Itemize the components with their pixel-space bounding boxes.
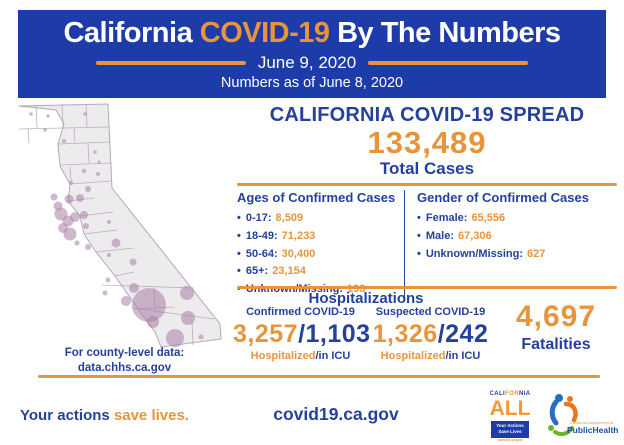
county-data-url: data.chhs.ca.gov: [77, 361, 172, 374]
bullet-icon: •: [417, 212, 421, 224]
total-cases-label: Total Cases: [379, 159, 475, 178]
fatalities-label: Fatalities: [521, 336, 591, 353]
hospitalizations-title: Hospitalizations: [308, 290, 424, 307]
bullet-icon: •: [237, 212, 241, 224]
age-item: • 65+: 23,154: [237, 263, 404, 281]
gender-value: 67,306: [457, 229, 492, 242]
age-item: • 0-17: 8,509: [237, 210, 404, 228]
divider-bottom: [38, 375, 600, 378]
age-item: • 50-64: 30,400: [237, 246, 404, 264]
bullet-icon: •: [237, 283, 241, 296]
map-caption: For county-level data: data.chhs.ca.gov: [32, 346, 217, 376]
california-state-outline: [18, 103, 222, 348]
divider-middle: [237, 286, 617, 289]
county-data-label: For county-level data:: [64, 347, 185, 359]
title-prefix: California: [63, 17, 193, 49]
gender-value: 65,556: [471, 212, 506, 224]
title-suffix: By The Numbers: [329, 17, 561, 49]
confirmed-label: Confirmed COVID-19: [246, 306, 355, 318]
confirmed-numbers: 3,257/1,103: [233, 320, 371, 348]
ca-all-url: covid19.ca.gov: [497, 437, 523, 442]
total-cases-value: 133,489: [367, 125, 487, 160]
footer-url: covid19.ca.gov: [273, 404, 399, 424]
cdph-department-text: California Department of: [570, 420, 614, 425]
confirmed-sublabel: Hospitalized/in ICU: [250, 350, 351, 362]
ages-section: Ages of Confirmed Cases • 0-17: 8,509 • 18-…: [237, 190, 404, 299]
gender-value: 627: [527, 247, 546, 260]
age-item: • 18-49: 71,233: [237, 228, 404, 246]
california-all-wordmark: CALIFORNIA: [489, 391, 531, 397]
age-label: 0-17:: [245, 212, 272, 224]
spread-title: CALIFORNIA COVID-19 SPREAD: [269, 104, 585, 126]
as-of-date: Numbers as of June 8, 2020: [220, 75, 404, 91]
bullet-icon: •: [237, 265, 241, 278]
california-all-logo: CALIFORNIA ALL Your Actions Save Lives c…: [486, 391, 534, 442]
header-banner: California COVID-19 By The Numbers June …: [18, 10, 606, 98]
date-row: June 9, 2020: [18, 53, 606, 73]
date-divider-right: [368, 61, 529, 65]
title-covid19: COVID-19: [199, 17, 330, 49]
age-label: 65+:: [245, 265, 269, 278]
ages-title: Ages of Confirmed Cases: [237, 190, 396, 205]
bullet-icon: •: [417, 247, 421, 260]
bullet-icon: •: [237, 229, 241, 242]
age-value: 30,400: [281, 247, 316, 260]
age-value: 23,154: [272, 265, 306, 278]
gender-label: Unknown/Missing:: [425, 247, 524, 260]
gender-title: Gender of Confirmed Cases: [417, 190, 589, 205]
report-date: June 9, 2020: [257, 53, 357, 72]
gender-item: • Female: 65,556: [417, 210, 617, 228]
suspected-sublabel: Hospitalized/in ICU: [380, 350, 481, 362]
bullet-icon: •: [237, 247, 241, 260]
case-bubbles: [29, 112, 204, 347]
age-value: 71,233: [281, 229, 316, 242]
age-value: 8,509: [275, 212, 304, 224]
cdph-name-text: PublicHealth: [567, 425, 619, 435]
bullet-icon: •: [417, 229, 421, 242]
california-map-svg: [18, 103, 222, 348]
suspected-numbers: 1,326/242: [372, 320, 489, 348]
age-label: 50-64:: [245, 247, 278, 260]
suspected-hospitalizations: Suspected COVID-19 1,326/242 Hospitalize…: [368, 306, 493, 362]
all-text: ALL: [489, 397, 531, 420]
gender-item: • Male: 67,306: [417, 228, 617, 246]
suspected-label: Suspected COVID-19: [375, 306, 486, 318]
age-label: 18-49:: [245, 229, 278, 242]
california-county-map: [14, 102, 229, 352]
public-health-logo: California Department of PublicHealth: [544, 392, 620, 442]
gender-section: Gender of Confirmed Cases • Female: 65,556…: [404, 190, 617, 300]
gender-label: Male:: [425, 229, 454, 242]
fatalities-section: 4,697 Fatalities: [497, 300, 615, 354]
gender-item: • Unknown/Missing: 627: [417, 246, 617, 264]
public-health-figure-icon: [548, 394, 578, 437]
footer-tagline: Your actions save lives.: [20, 407, 189, 424]
confirmed-hospitalizations: Confirmed COVID-19 3,257/1,103 Hospitali…: [233, 306, 371, 362]
ca-all-slogan-box: Your Actions Save Lives: [491, 421, 529, 438]
fatalities-value: 4,697: [515, 300, 597, 333]
demographics-section: Ages of Confirmed Cases • 0-17: 8,509 • 18-…: [237, 190, 617, 300]
date-divider-left: [95, 61, 246, 65]
divider-top: [237, 183, 617, 186]
page-title: California COVID-19 By The Numbers: [18, 17, 606, 50]
gender-label: Female:: [425, 212, 468, 224]
